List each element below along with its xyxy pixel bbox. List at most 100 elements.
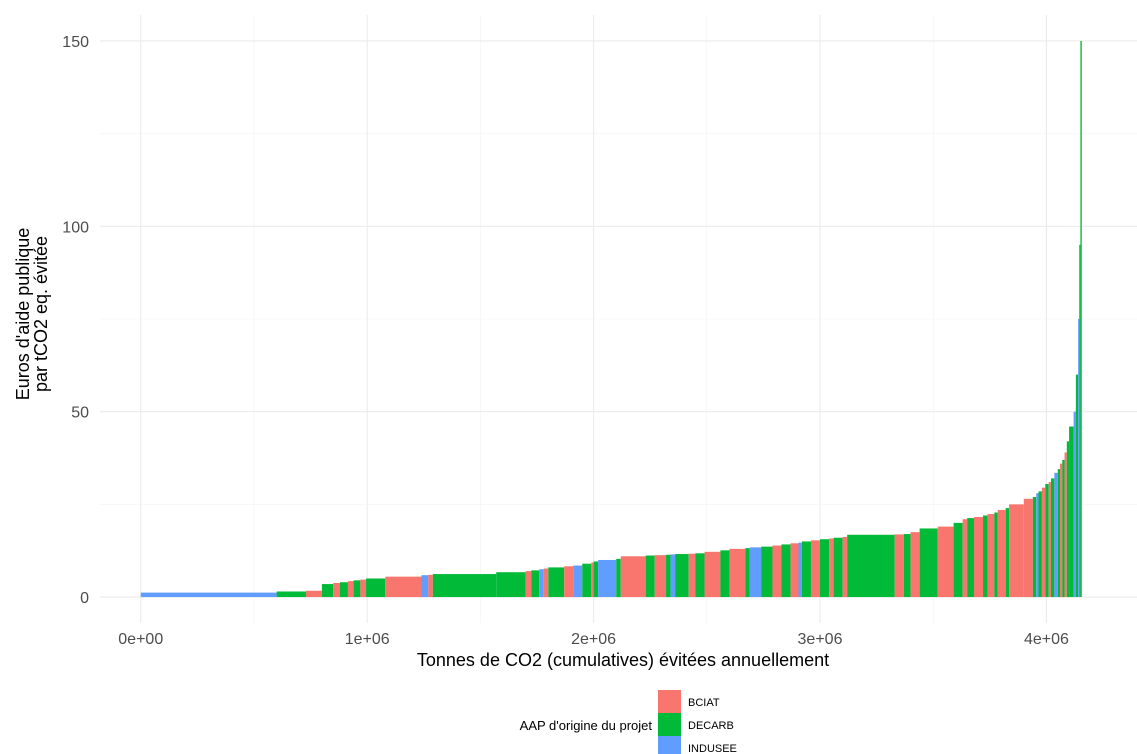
legend: AAP d'origine du projet BCIAT DECARB INDUS…	[520, 690, 737, 754]
bar-decarb	[321, 584, 334, 598]
bar-decarb	[1038, 491, 1042, 598]
bar-decarb	[1080, 40, 1082, 598]
bar-decarb	[1079, 244, 1081, 598]
y-tick-label: 150	[62, 34, 89, 51]
bar-indusee	[140, 592, 277, 598]
bar-bciat	[333, 582, 341, 598]
bar-decarb	[353, 580, 361, 598]
bar-decarb	[781, 544, 791, 598]
bar-bciat	[525, 571, 532, 598]
bar-decarb	[496, 572, 526, 598]
legend-key-bciat	[658, 690, 681, 713]
bar-decarb	[919, 528, 938, 598]
bar-bciat	[360, 579, 367, 598]
bar-bciat	[1060, 463, 1063, 598]
bar-decarb	[720, 550, 730, 598]
bar-decarb	[645, 555, 655, 598]
bar-bciat	[347, 581, 354, 598]
legend-label-bciat: BCIAT	[688, 697, 720, 709]
bar-decarb	[1032, 496, 1037, 598]
bar-indusee	[539, 569, 544, 598]
bar-decarb	[761, 546, 773, 598]
bar-decarb	[1075, 374, 1079, 598]
bar-bciat	[829, 538, 834, 598]
bar-bciat	[385, 576, 422, 598]
bar-decarb	[695, 553, 705, 598]
bar-decarb	[340, 582, 348, 598]
bar-decarb	[820, 539, 830, 598]
bar-bciat	[306, 590, 322, 598]
bar-bciat	[790, 543, 799, 598]
y-tick-label: 50	[71, 405, 89, 422]
bar-decarb	[903, 534, 911, 598]
legend-label-decarb: DECARB	[688, 720, 734, 732]
bar-bciat	[962, 519, 968, 598]
bar-indusee	[1073, 411, 1076, 598]
bar-bciat	[654, 555, 667, 598]
x-axis-title: Tonnes de CO2 (cumulatives) évitées annu…	[417, 650, 829, 670]
bar-decarb	[745, 548, 750, 598]
bar-bciat	[842, 536, 848, 598]
bar-decarb	[847, 534, 895, 598]
bar-bciat	[704, 551, 721, 598]
bar-indusee	[1054, 472, 1058, 598]
bar-bciat	[428, 574, 433, 598]
bar-indusee	[798, 542, 802, 598]
bar-indusee	[749, 547, 762, 598]
bar-decarb	[967, 518, 974, 598]
bar-bciat	[997, 509, 1006, 598]
bar-bciat	[894, 534, 904, 598]
bar-indusee	[573, 565, 583, 598]
bar-bciat	[987, 514, 995, 598]
bar-bciat	[564, 566, 574, 598]
legend-title: AAP d'origine du projet	[520, 718, 653, 733]
y-tick-label: 0	[80, 590, 89, 607]
bar-bciat	[729, 548, 746, 598]
bar-bciat	[910, 532, 920, 598]
x-tick-label: 2e+06	[571, 631, 616, 648]
bar-decarb	[1057, 469, 1061, 598]
x-tick-label: 1e+06	[345, 631, 390, 648]
bar-decarb	[366, 578, 386, 598]
bar-decarb	[1062, 459, 1065, 598]
legend-key-indusee	[658, 736, 681, 754]
bar-decarb	[1069, 426, 1074, 598]
bar-decarb	[675, 554, 689, 598]
bar-decarb	[432, 574, 497, 598]
bar-bciat	[1064, 452, 1067, 598]
bars	[140, 40, 1082, 598]
bar-indusee	[421, 575, 429, 598]
axes: 0e+00 1e+06 2e+06 3e+06 4e+06 0 50 100 150	[62, 34, 1069, 648]
bar-indusee	[1036, 493, 1039, 598]
bar-indusee	[670, 554, 676, 598]
bar-bciat	[591, 562, 594, 598]
bar-decarb	[953, 522, 963, 598]
bar-decarb	[1045, 483, 1049, 598]
y-axis-title-line-1: Euros d'aide publique	[13, 228, 33, 401]
legend-key-decarb	[658, 713, 681, 736]
bar-decarb	[983, 515, 988, 598]
bar-bciat	[688, 553, 696, 598]
bar-bciat	[1009, 504, 1024, 598]
bar-decarb	[666, 554, 671, 598]
bar-bciat	[620, 556, 646, 598]
bar-decarb	[616, 558, 621, 598]
bar-bciat	[937, 526, 954, 598]
x-tick-label: 0e+00	[118, 631, 163, 648]
x-tick-label: 3e+06	[798, 631, 843, 648]
y-axis-title-line-2: par tCO2 eq. évitée	[31, 236, 51, 392]
bar-decarb	[801, 541, 811, 598]
bar-bciat	[810, 540, 821, 598]
bar-decarb	[994, 512, 998, 598]
bar-bciat	[1023, 498, 1033, 598]
x-tick-label: 4e+06	[1024, 631, 1069, 648]
bar-decarb	[1066, 441, 1070, 598]
bar-decarb	[1005, 508, 1010, 598]
bar-decarb	[593, 561, 599, 598]
bar-decarb	[531, 570, 540, 598]
bar-decarb	[582, 563, 592, 598]
bar-decarb	[276, 591, 307, 598]
bar-decarb	[548, 567, 565, 598]
legend-label-indusee: INDUSEE	[688, 743, 737, 754]
